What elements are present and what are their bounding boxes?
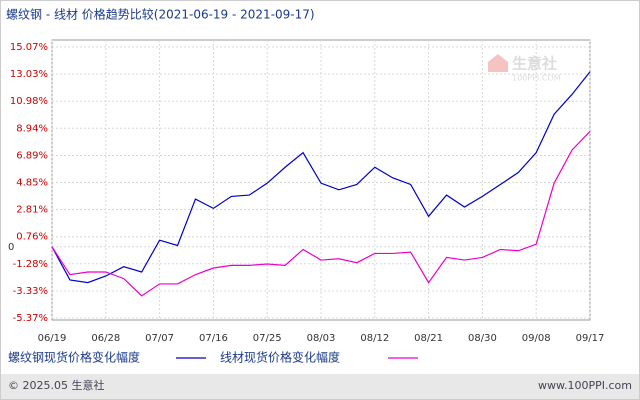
y-tick-label: 0 xyxy=(8,242,14,253)
y-tick-label: 6.89% xyxy=(16,150,48,161)
watermark-name: 生意社 xyxy=(512,55,557,73)
y-tick-label: 10.98% xyxy=(10,96,48,107)
footer-left: © 2025.05 生意社 xyxy=(8,378,104,392)
legend-label: 线材现货价格变化幅度 xyxy=(220,350,340,365)
chart-title: 螺纹钢 - 线材 价格趋势比较(2021-06-19 - 2021-09-17) xyxy=(6,7,315,22)
x-tick-label: 09/08 xyxy=(522,333,551,344)
y-tick-label: 15.07% xyxy=(10,42,48,53)
y-tick-label: 8.94% xyxy=(16,123,48,134)
watermark-icon xyxy=(488,54,508,72)
x-tick-label: 07/16 xyxy=(199,333,228,344)
series-line xyxy=(51,131,591,297)
x-tick-label: 07/07 xyxy=(145,333,174,344)
x-tick-label: 09/17 xyxy=(576,333,605,344)
legend-label: 螺纹钢现货价格变化幅度 xyxy=(8,350,140,365)
x-tick-label: 08/03 xyxy=(307,333,336,344)
y-tick-label: 13.03% xyxy=(10,69,48,80)
x-tick-label: 08/12 xyxy=(360,333,389,344)
x-tick-label: 08/30 xyxy=(468,333,497,344)
y-tick-label: -1.28% xyxy=(13,259,48,270)
footer-right: www.100PPI.com xyxy=(538,379,632,392)
y-tick-label: 2.81% xyxy=(16,205,48,216)
y-tick-label: -5.37% xyxy=(13,313,48,324)
y-tick-label: 0.76% xyxy=(16,232,48,243)
x-tick-label: 07/25 xyxy=(253,333,282,344)
y-tick-label: 4.85% xyxy=(16,178,48,189)
footer-bar xyxy=(1,374,639,399)
y-tick-label: -3.33% xyxy=(13,286,48,297)
x-tick-label: 08/21 xyxy=(414,333,443,344)
x-tick-label: 06/19 xyxy=(38,333,67,344)
series-line xyxy=(51,71,591,284)
x-tick-label: 06/28 xyxy=(91,333,120,344)
